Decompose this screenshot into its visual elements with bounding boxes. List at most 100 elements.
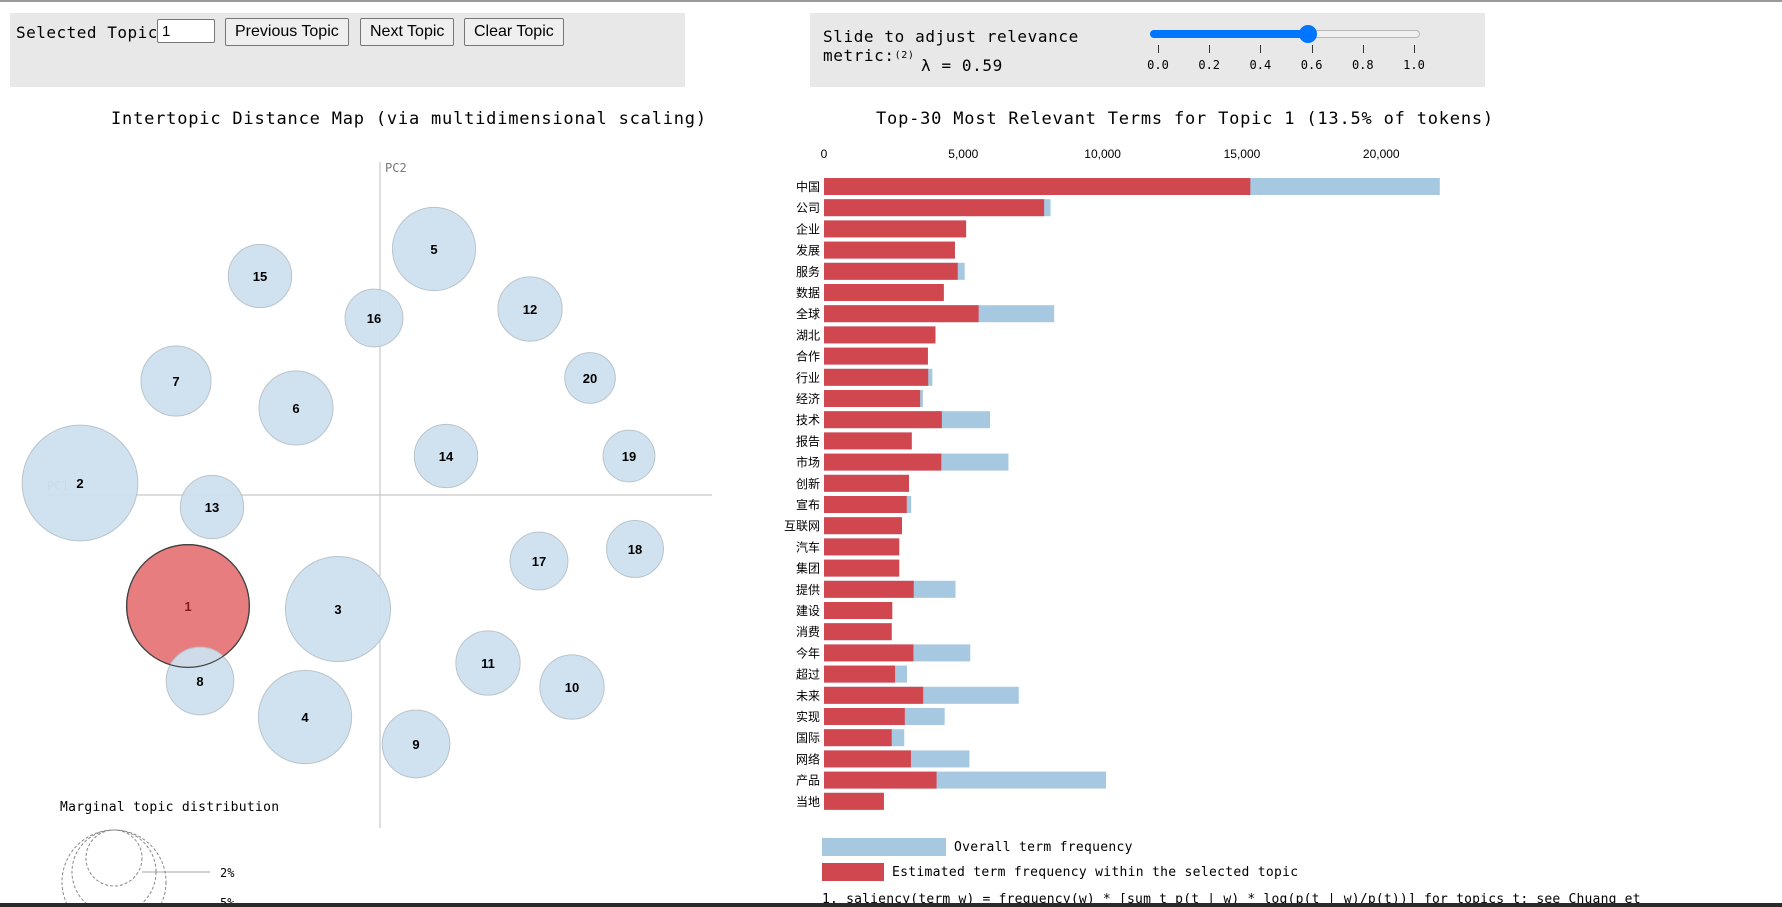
topic-circle[interactable] <box>381 709 451 779</box>
topic-frequency-bar[interactable] <box>824 792 884 810</box>
topic-bubble-4[interactable]: 4 <box>257 669 353 765</box>
term-label[interactable]: 经济 <box>796 391 820 406</box>
topic-frequency-bar[interactable] <box>824 305 979 323</box>
topic-bubble-9[interactable]: 9 <box>381 709 451 779</box>
topic-circle[interactable] <box>564 352 616 404</box>
topic-frequency-bar[interactable] <box>824 496 907 513</box>
topic-circle[interactable] <box>606 520 664 578</box>
topic-circle[interactable] <box>455 630 521 696</box>
topic-bubble-19[interactable]: 19 <box>602 429 656 483</box>
term-row[interactable]: 中国 <box>796 178 1440 195</box>
topic-circle[interactable] <box>284 555 392 663</box>
topic-frequency-bar[interactable] <box>824 390 921 407</box>
topic-frequency-bar[interactable] <box>824 665 896 683</box>
topic-frequency-bar[interactable] <box>824 708 905 725</box>
term-row[interactable]: 发展 <box>796 241 955 259</box>
term-row[interactable]: 服务 <box>796 262 965 280</box>
term-label[interactable]: 湖北 <box>796 327 820 342</box>
topic-bubble-5[interactable]: 5 <box>391 206 477 292</box>
term-row[interactable]: 互联网 <box>784 517 903 535</box>
topic-circle[interactable] <box>257 669 353 765</box>
topic-frequency-bar[interactable] <box>824 241 955 259</box>
topic-circle[interactable] <box>344 288 404 348</box>
topic-frequency-bar[interactable] <box>824 686 924 704</box>
topic-frequency-bar[interactable] <box>824 347 928 365</box>
term-label[interactable]: 超过 <box>796 667 820 682</box>
topic-bubble-16[interactable]: 16 <box>344 288 404 348</box>
term-row[interactable]: 宣布 <box>796 496 912 513</box>
term-label[interactable]: 网络 <box>796 751 820 766</box>
topic-frequency-bar[interactable] <box>824 474 909 492</box>
topic-bubble-10[interactable]: 10 <box>539 654 605 720</box>
clear-topic-button[interactable]: Clear Topic <box>464 18 564 46</box>
relevance-slider-thumb[interactable] <box>1298 25 1317 43</box>
topic-frequency-bar[interactable] <box>824 199 1045 217</box>
term-row[interactable]: 行业 <box>796 368 933 386</box>
topic-bubble-3[interactable]: 3 <box>284 555 392 663</box>
topic-frequency-bar[interactable] <box>824 517 903 535</box>
topic-bubble-12[interactable]: 12 <box>497 276 563 342</box>
topic-frequency-bar[interactable] <box>824 453 942 471</box>
term-row[interactable]: 当地 <box>796 792 884 810</box>
term-label[interactable]: 全球 <box>796 306 820 321</box>
topic-frequency-bar[interactable] <box>824 284 944 301</box>
term-row[interactable]: 产品 <box>796 771 1106 789</box>
term-label[interactable]: 消费 <box>796 625 820 639</box>
topic-circle[interactable] <box>21 424 139 542</box>
topic-bubble-14[interactable]: 14 <box>413 423 479 489</box>
term-label[interactable]: 服务 <box>796 264 820 279</box>
topic-frequency-bar[interactable] <box>824 580 914 598</box>
term-row[interactable]: 网络 <box>796 750 970 768</box>
topic-bubble-17[interactable]: 17 <box>509 531 569 591</box>
term-row[interactable]: 企业 <box>796 220 967 238</box>
term-row[interactable]: 实现 <box>796 708 945 725</box>
term-row[interactable]: 技术 <box>796 411 991 429</box>
topic-frequency-bar[interactable] <box>824 750 911 768</box>
topic-frequency-bar[interactable] <box>824 262 958 280</box>
term-label[interactable]: 今年 <box>796 645 820 660</box>
term-row[interactable]: 建设 <box>796 602 893 619</box>
topic-frequency-bar[interactable] <box>824 411 942 429</box>
topic-frequency-bar[interactable] <box>824 178 1251 195</box>
term-row[interactable]: 今年 <box>796 644 971 662</box>
topic-circle[interactable] <box>539 654 605 720</box>
term-label[interactable]: 提供 <box>796 582 820 597</box>
topic-frequency-bar[interactable] <box>824 220 967 238</box>
term-label[interactable]: 数据 <box>796 285 820 300</box>
topic-frequency-bar[interactable] <box>824 432 912 450</box>
previous-topic-button[interactable]: Previous Topic <box>225 18 349 46</box>
term-row[interactable]: 经济 <box>796 390 923 407</box>
topic-circle[interactable] <box>497 276 563 342</box>
term-label[interactable]: 企业 <box>796 221 820 236</box>
term-row[interactable]: 超过 <box>796 665 908 683</box>
term-label[interactable]: 行业 <box>796 371 820 385</box>
topic-frequency-bar[interactable] <box>824 538 900 556</box>
topic-circle[interactable] <box>227 243 293 309</box>
term-label[interactable]: 技术 <box>796 413 820 427</box>
topic-bubble-8[interactable]: 8 <box>165 646 235 716</box>
relevant-terms-bar-chart[interactable]: 0 5,000 10,000 15,000 20,000 中国公司企业发展服务数据全球湖北… <box>760 140 1760 812</box>
selected-topic-input[interactable] <box>157 19 215 43</box>
term-row[interactable]: 合作 <box>796 347 928 365</box>
term-row[interactable]: 国际 <box>796 729 905 747</box>
term-row[interactable]: 报告 <box>796 432 912 450</box>
topic-bubble-2[interactable]: 2 <box>21 424 139 542</box>
term-label[interactable]: 实现 <box>796 709 820 724</box>
topic-bubble-11[interactable]: 11 <box>455 630 521 696</box>
term-row[interactable]: 汽车 <box>796 538 900 556</box>
term-label[interactable]: 当地 <box>796 795 820 809</box>
topic-circle[interactable] <box>509 531 569 591</box>
term-label[interactable]: 汽车 <box>796 539 820 554</box>
term-label[interactable]: 宣布 <box>796 497 820 512</box>
term-row[interactable]: 未来 <box>796 686 1019 704</box>
topic-bubble-6[interactable]: 6 <box>258 370 334 446</box>
term-row[interactable]: 消费 <box>796 623 892 641</box>
topic-frequency-bar[interactable] <box>824 602 893 619</box>
topic-bubble-7[interactable]: 7 <box>140 345 212 417</box>
next-topic-button[interactable]: Next Topic <box>360 18 455 46</box>
topic-circle[interactable] <box>179 474 245 540</box>
topic-frequency-bar[interactable] <box>824 771 937 789</box>
term-row[interactable]: 全球 <box>796 305 1055 323</box>
term-row[interactable]: 提供 <box>796 580 956 598</box>
term-label[interactable]: 报告 <box>796 433 820 448</box>
